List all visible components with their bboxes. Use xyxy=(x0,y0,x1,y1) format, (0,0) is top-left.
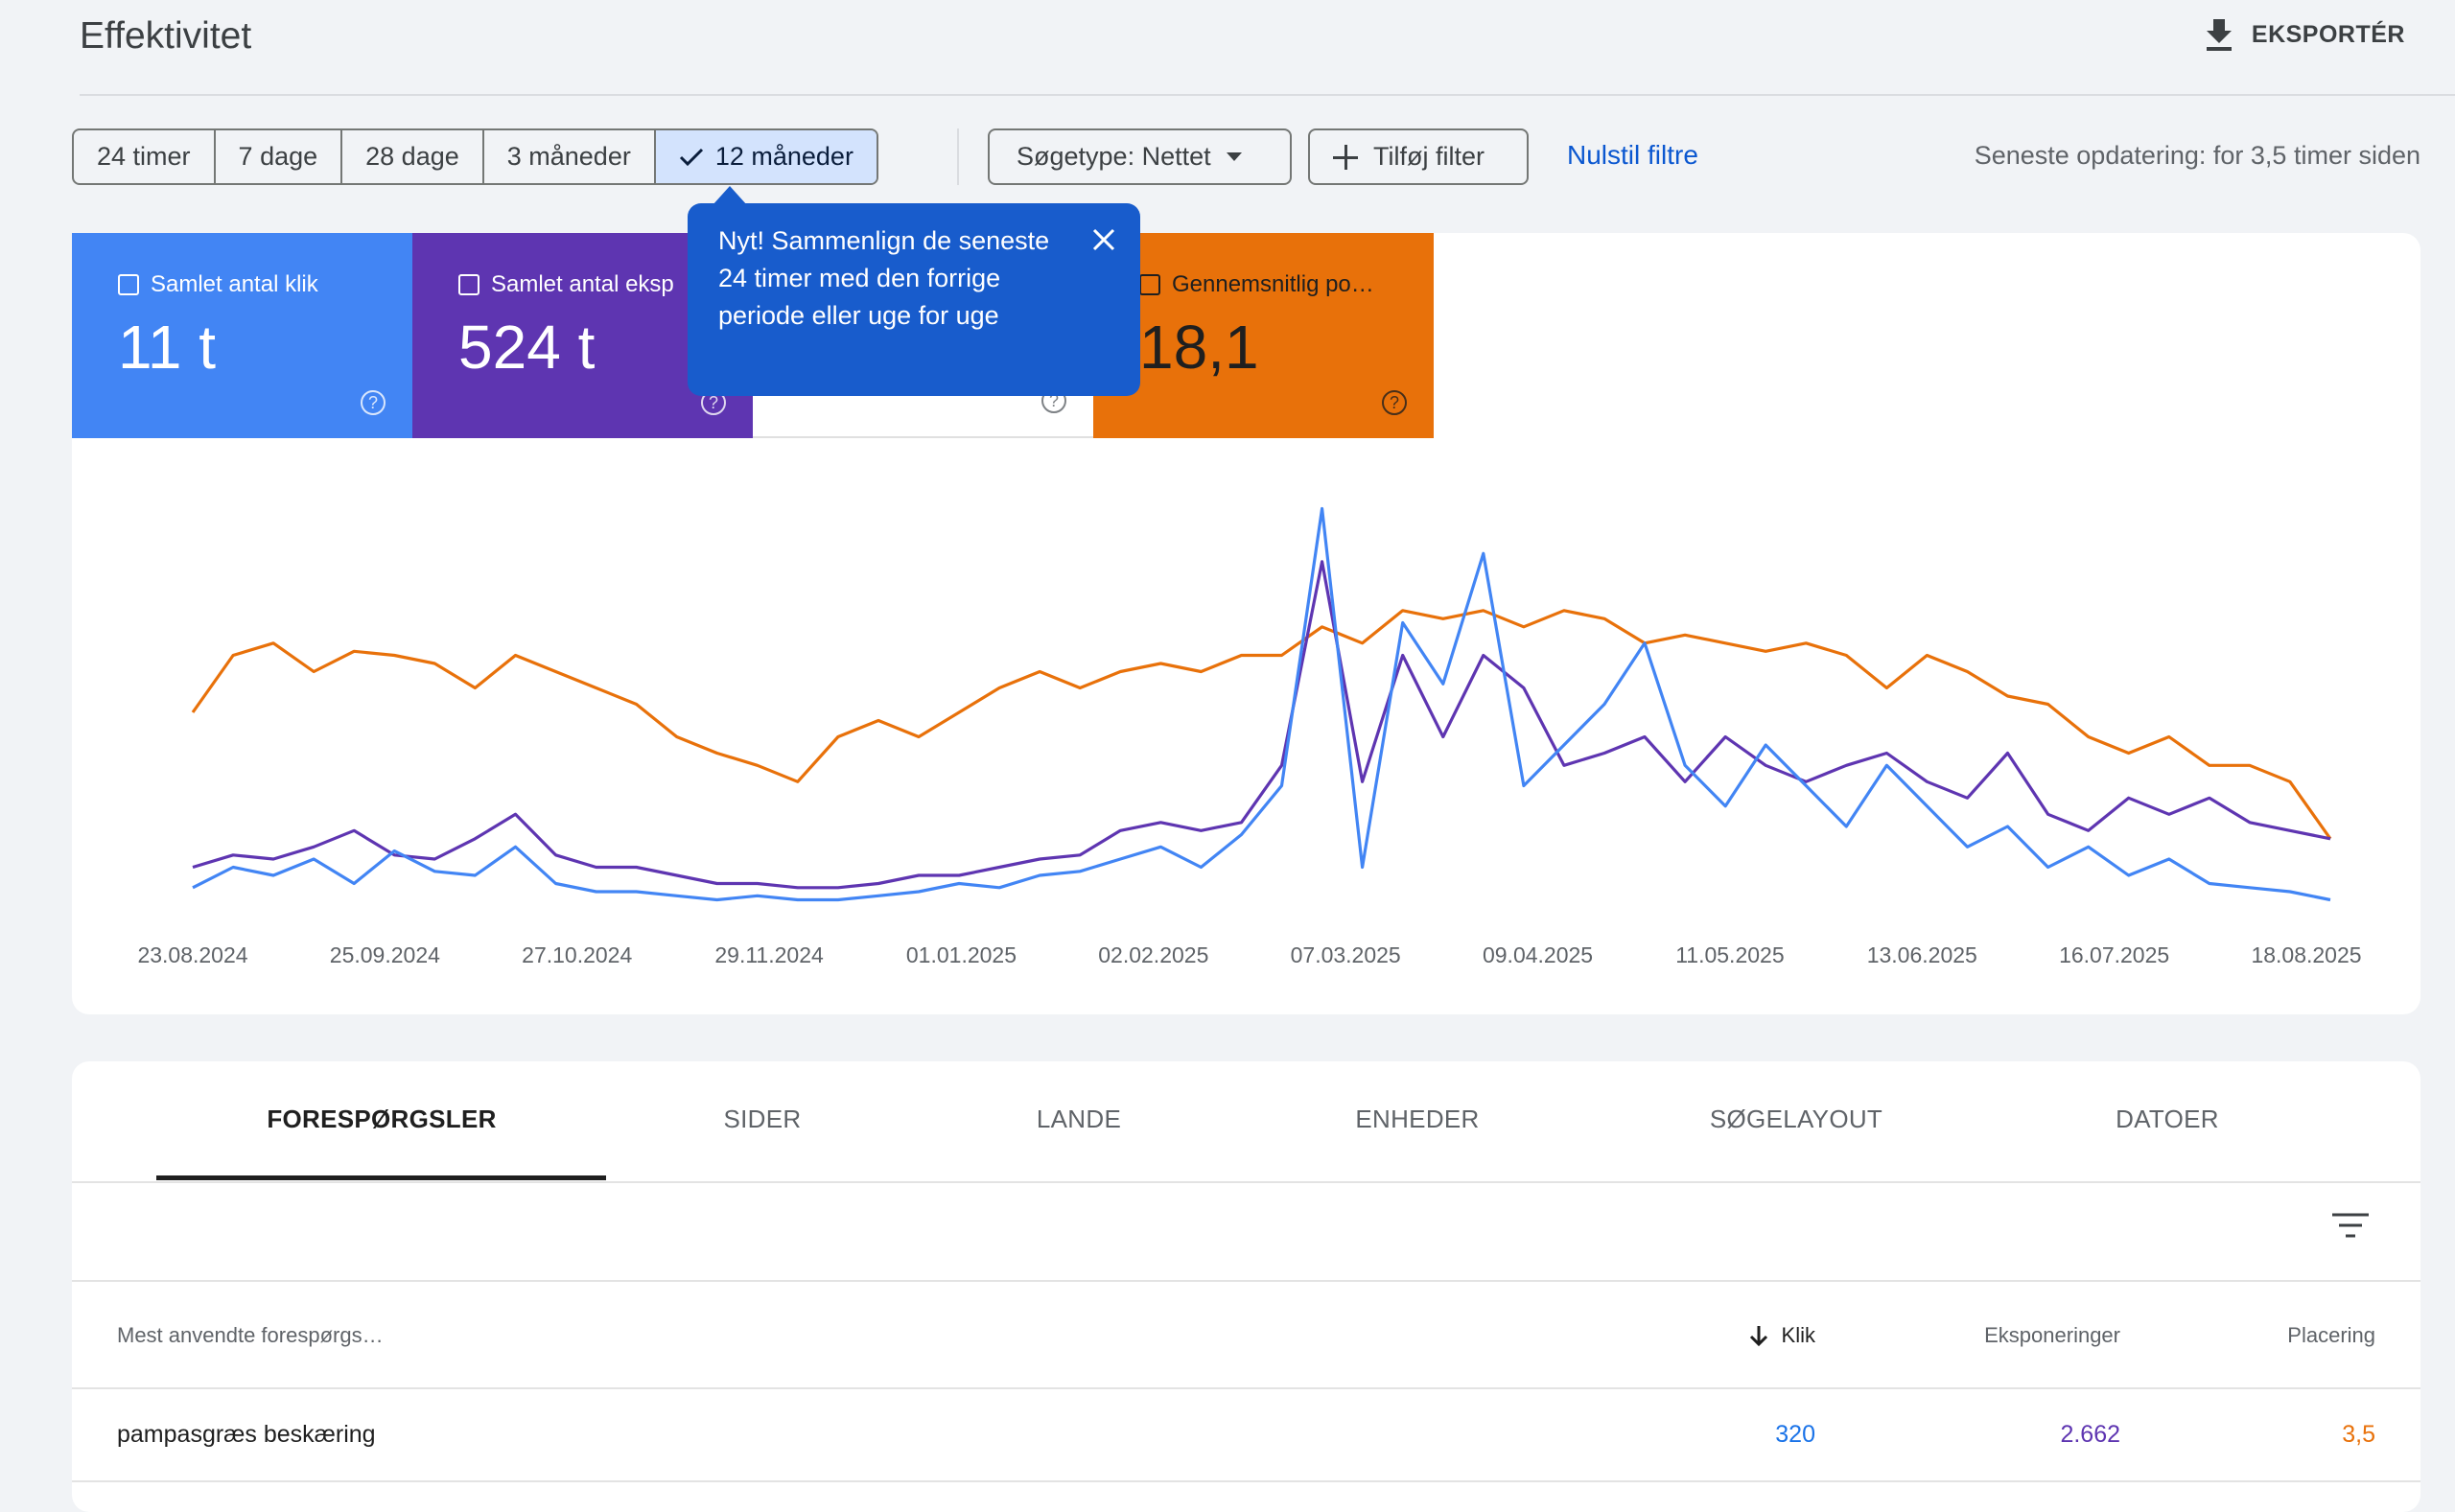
download-icon xyxy=(2206,19,2232,51)
tab[interactable]: SØGELAYOUT xyxy=(1709,1105,1883,1133)
x-tick-label: 27.10.2024 xyxy=(522,942,632,967)
series-line xyxy=(191,609,2332,840)
series-line xyxy=(192,506,2331,902)
metric-label-text: Samlet antal eksp xyxy=(491,271,674,297)
help-icon: ? xyxy=(1382,390,1407,415)
export-button[interactable]: EKSPORTÉR xyxy=(2204,17,2405,52)
table-card xyxy=(72,1061,2420,1512)
search-type-label: Søgetype: Nettet xyxy=(1017,142,1211,171)
metric-tile[interactable]: Gennemsnitlig po… 18,1? xyxy=(1093,233,1434,438)
range-label: 24 timer xyxy=(97,142,191,171)
range-label: 3 måneder xyxy=(506,142,631,171)
range-label: 28 dage xyxy=(365,142,459,171)
metric-label: Samlet antal eksp xyxy=(458,271,753,298)
metric-checkbox xyxy=(458,274,479,295)
metric-tile[interactable]: Samlet antal klik 11 t? xyxy=(72,233,412,438)
range-label: 12 måneder xyxy=(714,142,853,171)
column-header-text: Klik xyxy=(1781,1323,1815,1347)
close-icon[interactable] xyxy=(1092,228,1115,251)
table-cell: 2.662 xyxy=(2060,1421,2120,1448)
sort-arrow-path xyxy=(1749,1326,1767,1347)
x-tick-label: 18.08.2025 xyxy=(2251,942,2361,967)
series-line xyxy=(192,560,2331,890)
table-cell: 3,5 xyxy=(2342,1421,2375,1448)
column-header-text: Placering xyxy=(2287,1323,2375,1347)
column-header-text: Eksponeringer xyxy=(1984,1323,2120,1347)
tab-indicator xyxy=(156,1175,606,1180)
performance-chart: 23.08.2024 25.09.2024 27.10.2024 29.11.2024… xyxy=(137,506,2362,967)
metric-label-text: Gennemsnitlig po… xyxy=(1172,271,1374,297)
tab-divider xyxy=(72,1181,2420,1183)
column-header[interactable]: Klik xyxy=(1749,1323,1815,1348)
range-button[interactable]: 12 måneder xyxy=(653,130,877,183)
x-tick-label: 29.11.2024 xyxy=(714,942,824,967)
tab[interactable]: DATOER xyxy=(2116,1105,2219,1133)
x-tick-label: 23.08.2024 xyxy=(137,942,247,967)
column-header-text: Mest anvendte forespørgs… xyxy=(117,1323,384,1347)
range-label: 7 dage xyxy=(238,142,318,171)
tooltip-text: Nyt! Sammenlign de seneste 24 timer med … xyxy=(718,226,1050,330)
range-button[interactable]: 28 dage xyxy=(340,130,482,183)
dropdown-arrow xyxy=(1226,151,1242,161)
range-button[interactable]: 3 måneder xyxy=(481,130,654,183)
range-button[interactable]: 7 dage xyxy=(213,130,341,183)
x-tick-label: 02.02.2025 xyxy=(1098,942,1208,967)
search-type-dropdown[interactable]: Søgetype: Nettet xyxy=(988,128,1292,185)
table-cell: pampasgræs beskæring xyxy=(117,1421,376,1448)
x-tick-label: 01.01.2025 xyxy=(906,942,1017,967)
reset-filters-link[interactable]: Nulstil filtre xyxy=(1567,140,1698,170)
metric-label: Samlet antal klik xyxy=(118,271,412,298)
sort-arrow xyxy=(1749,1326,1767,1347)
metric-value: 18,1 xyxy=(1139,313,1259,382)
x-tick-label: 16.07.2025 xyxy=(2059,942,2169,967)
metric-checkbox xyxy=(1139,274,1160,295)
header-divider xyxy=(80,94,2455,96)
row-divider xyxy=(72,1480,2420,1482)
tooltip: Nyt! Sammenlign de seneste 24 timer med … xyxy=(688,186,1140,396)
range-button[interactable]: 24 timer xyxy=(74,130,214,183)
metric-label: Gennemsnitlig po… xyxy=(1139,271,1434,298)
x-tick-label: 25.09.2024 xyxy=(330,942,440,967)
add-filter-label: Tilføj filter xyxy=(1373,142,1485,171)
add-filter-button[interactable]: Tilføj filter xyxy=(1308,128,1529,185)
column-header[interactable]: Eksponeringer xyxy=(1984,1323,2120,1348)
date-range-selector: 24 timer 7 dage 28 dage 3 måneder 12 måneder xyxy=(72,128,878,185)
tab[interactable]: SIDER xyxy=(723,1105,802,1133)
filter-divider xyxy=(72,1280,2420,1282)
x-tick-label: 11.05.2025 xyxy=(1675,942,1784,967)
metric-value: 11 t xyxy=(118,313,216,382)
export-label: EKSPORTÉR xyxy=(2251,20,2405,48)
metric-value: 524 t xyxy=(458,313,596,382)
plus-icon xyxy=(1333,144,1358,170)
page-title: Effektivitet xyxy=(80,15,252,57)
column-header: Mest anvendte forespørgs… xyxy=(117,1323,384,1348)
tab[interactable]: ENHEDER xyxy=(1355,1105,1480,1133)
x-tick-label: 13.06.2025 xyxy=(1867,942,1977,967)
tab[interactable]: LANDE xyxy=(1036,1105,1122,1133)
toolbar-separator xyxy=(957,128,959,185)
filter-icon[interactable] xyxy=(2332,1213,2369,1240)
metric-label-text: Samlet antal klik xyxy=(151,271,318,297)
check-icon xyxy=(679,148,703,166)
tab[interactable]: FORESPØRGSLER xyxy=(267,1105,497,1133)
column-header[interactable]: Placering xyxy=(2287,1323,2375,1348)
x-tick-label: 07.03.2025 xyxy=(1291,942,1401,967)
x-tick-label: 09.04.2025 xyxy=(1483,942,1593,967)
help-icon: ? xyxy=(361,390,386,415)
header-divider-row xyxy=(72,1387,2420,1389)
last-updated: Seneste opdatering: for 3,5 timer siden xyxy=(1974,141,2420,170)
metric-checkbox xyxy=(118,274,139,295)
table-cell: 320 xyxy=(1775,1421,1815,1448)
check-path xyxy=(679,148,703,166)
